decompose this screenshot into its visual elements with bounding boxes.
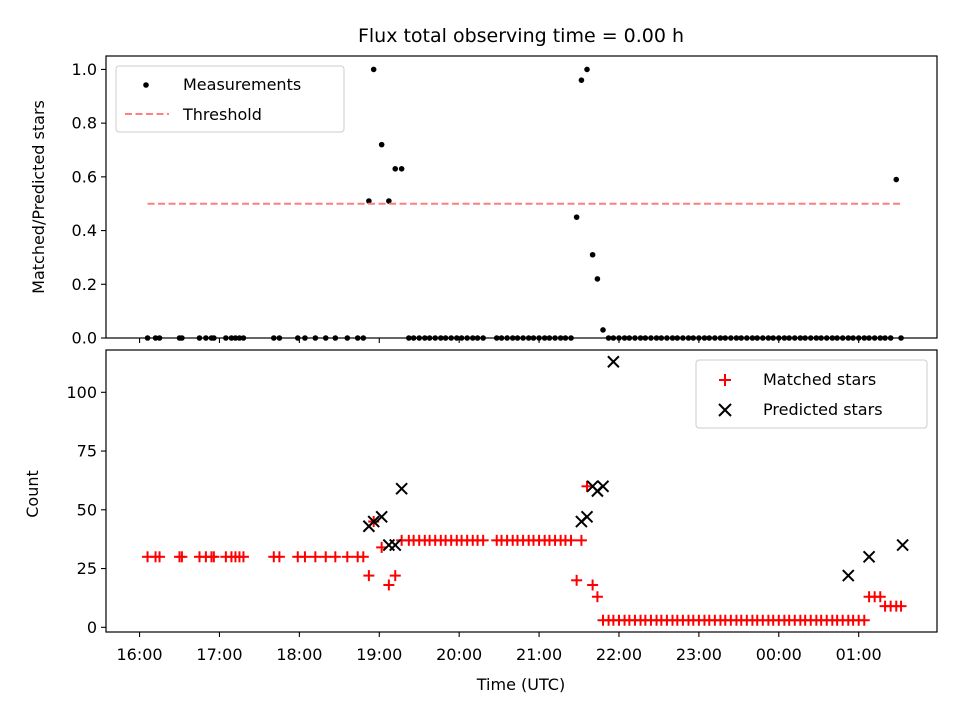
top-y-tick-label: 0.6 bbox=[72, 167, 97, 186]
bottom-plot-frame bbox=[105, 349, 938, 633]
matched-stars-point bbox=[587, 579, 599, 591]
bottom-y-tick-label: 50 bbox=[77, 500, 97, 519]
matched-stars-point bbox=[591, 591, 603, 603]
matched-stars-point bbox=[575, 534, 587, 546]
chart-title: Flux total observing time = 0.00 h bbox=[358, 25, 684, 47]
matched-stars-point bbox=[309, 551, 321, 563]
predicted-stars-point bbox=[389, 538, 402, 552]
matched-stars-point bbox=[357, 551, 369, 563]
matched-stars-point bbox=[389, 570, 401, 582]
top-y-tick-label: 0.8 bbox=[72, 114, 97, 133]
predicted-stars-point bbox=[395, 482, 408, 495]
bottom-x-tick-label: 00:00 bbox=[756, 645, 802, 664]
predicted-stars-point bbox=[896, 538, 909, 552]
bottom-y-tick-label: 25 bbox=[77, 559, 97, 578]
matched-stars-point bbox=[273, 551, 285, 563]
matched-stars-point bbox=[237, 551, 249, 563]
legend-measurements-label: Measurements bbox=[183, 75, 301, 94]
bottom-x-tick-label: 21:00 bbox=[516, 645, 562, 664]
top-y-axis-label: Matched/Predicted stars bbox=[29, 100, 48, 294]
matched-stars-point bbox=[383, 579, 395, 591]
bottom-plot-marks bbox=[142, 355, 909, 626]
predicted-stars-point bbox=[580, 510, 594, 524]
measurements-point bbox=[600, 327, 606, 333]
top-y-tick-label: 0.2 bbox=[72, 275, 97, 294]
predicted-stars-point bbox=[367, 515, 380, 528]
measurements-point bbox=[893, 176, 900, 183]
measurements-point bbox=[392, 166, 399, 172]
bottom-x-tick-label: 16:00 bbox=[117, 645, 163, 664]
predicted-stars-point bbox=[842, 569, 855, 582]
matched-stars-point bbox=[208, 551, 220, 563]
matched-stars-point bbox=[341, 551, 353, 563]
legend-matched-label: Matched stars bbox=[763, 370, 876, 389]
matched-stars-point bbox=[874, 591, 886, 603]
measurements-point bbox=[378, 141, 385, 148]
bottom-x-tick-label: 23:00 bbox=[676, 645, 722, 664]
top-legend: Measurements Threshold bbox=[115, 65, 345, 133]
measurements-point bbox=[573, 214, 580, 220]
matched-stars-point bbox=[329, 551, 341, 563]
measurements-point bbox=[584, 66, 590, 73]
predicted-stars-point bbox=[596, 480, 610, 493]
bottom-x-tick-label: 18:00 bbox=[276, 645, 322, 664]
measurements-point bbox=[589, 251, 596, 258]
predicted-stars-point bbox=[862, 550, 876, 564]
measurements-point bbox=[594, 276, 601, 282]
bottom-legend-box bbox=[695, 359, 928, 429]
matched-stars-point bbox=[176, 551, 188, 563]
matched-stars-point bbox=[299, 551, 311, 563]
legend-predicted-marker bbox=[718, 403, 732, 417]
bottom-legend: Matched stars Predicted stars bbox=[695, 359, 928, 429]
matched-stars-point bbox=[477, 534, 489, 546]
x-axis-label: Time (UTC) bbox=[476, 675, 565, 694]
legend-measurements-marker bbox=[143, 82, 149, 88]
bottom-y-tick-label: 100 bbox=[66, 383, 97, 402]
bottom-x-tick-label: 22:00 bbox=[596, 645, 642, 664]
bottom-x-tick-label: 17:00 bbox=[196, 645, 242, 664]
top-plot-frame bbox=[105, 55, 938, 339]
top-legend-box bbox=[115, 65, 345, 133]
matched-stars-point bbox=[565, 534, 577, 546]
matched-stars-point bbox=[320, 551, 332, 563]
predicted-stars-point bbox=[375, 510, 388, 524]
matched-stars-point bbox=[895, 600, 907, 612]
legend-predicted-label: Predicted stars bbox=[763, 400, 883, 419]
measurements-point bbox=[370, 66, 377, 73]
top-axes-ticks: 0.0 0.2 0.4 0.6 0.8 1.0 bbox=[72, 60, 860, 348]
bottom-y-axis-label: Count bbox=[23, 470, 42, 518]
bottom-axes-ticks: 0 25 50 75 100 16:00 17:00 18:00 19:00 20:00 21:00… bbox=[66, 383, 881, 664]
bottom-x-tick-label: 01:00 bbox=[836, 645, 882, 664]
measurements-point bbox=[398, 166, 405, 172]
matched-stars-point bbox=[363, 570, 375, 582]
top-y-tick-label: 0.4 bbox=[72, 221, 97, 240]
bottom-x-tick-label: 19:00 bbox=[356, 645, 402, 664]
top-y-tick-label: 0.0 bbox=[72, 329, 97, 348]
measurements-point bbox=[366, 198, 372, 204]
matched-stars-point bbox=[154, 551, 166, 563]
legend-matched-marker bbox=[719, 374, 731, 386]
bottom-x-tick-label: 20:00 bbox=[436, 645, 482, 664]
matched-stars-point bbox=[858, 614, 870, 626]
measurements-point bbox=[386, 198, 392, 204]
bottom-y-tick-label: 75 bbox=[77, 442, 97, 461]
bottom-y-tick-label: 0 bbox=[87, 618, 97, 637]
top-y-tick-label: 1.0 bbox=[72, 60, 97, 79]
predicted-stars-point bbox=[607, 355, 620, 368]
matched-stars-point bbox=[571, 574, 583, 586]
legend-threshold-label: Threshold bbox=[182, 105, 262, 124]
measurements-point bbox=[578, 77, 585, 83]
matched-stars-point bbox=[581, 480, 593, 492]
